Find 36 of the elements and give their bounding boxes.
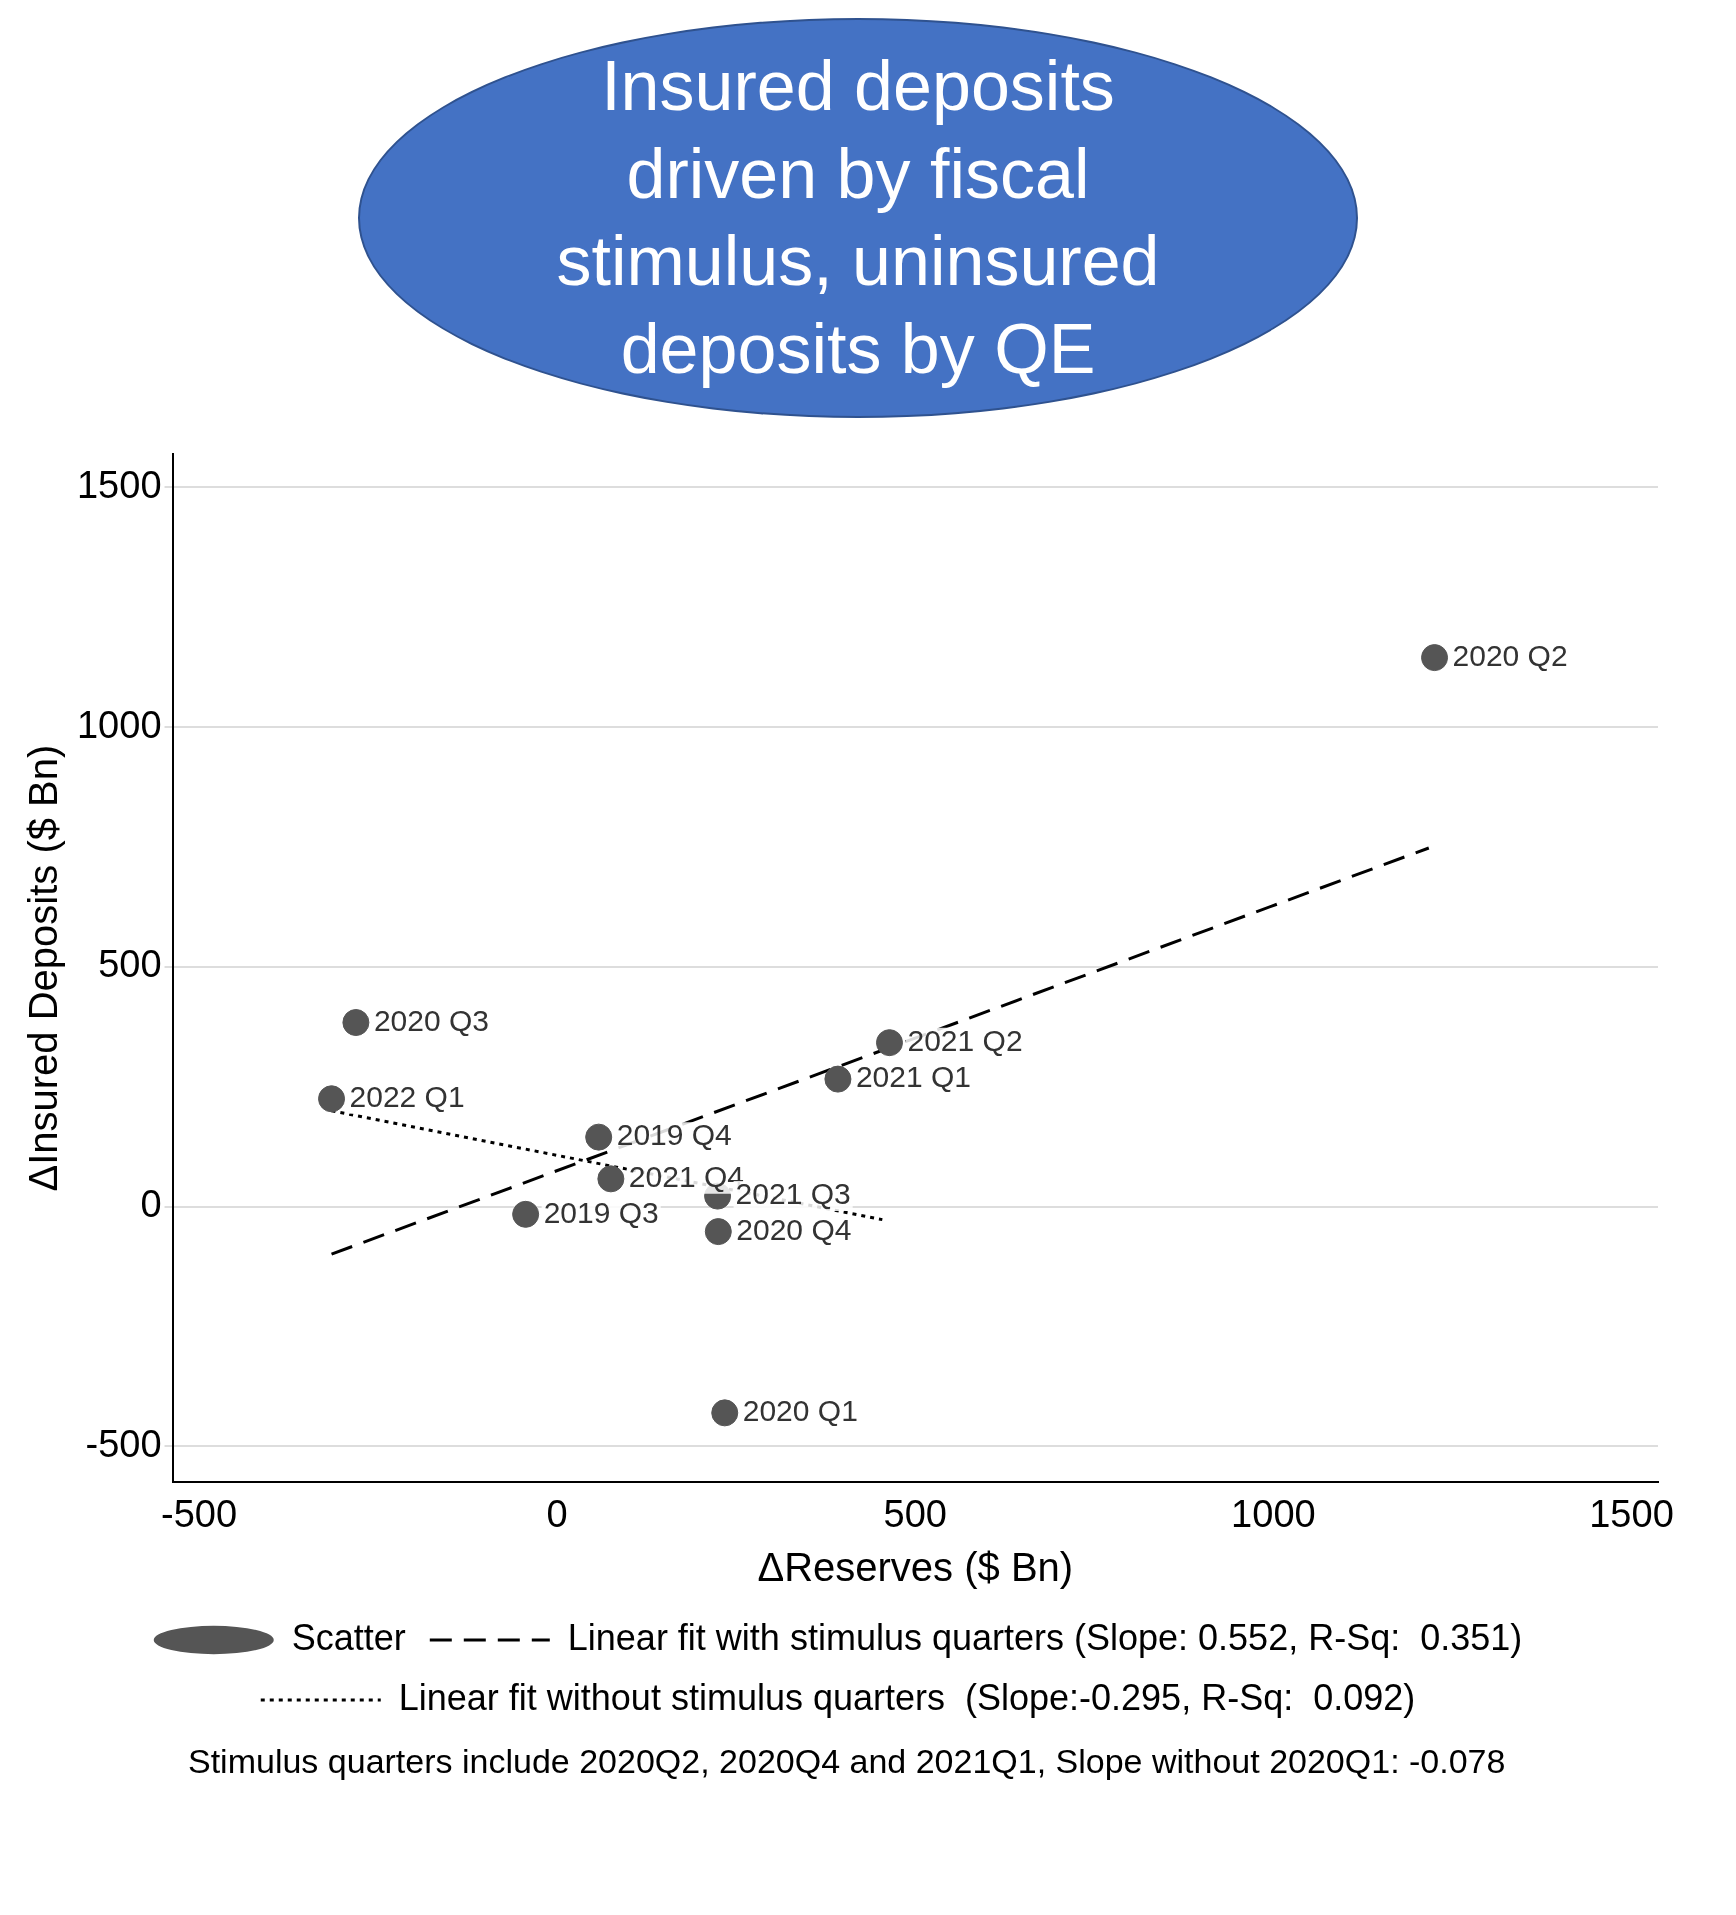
point [875, 1029, 903, 1057]
point [585, 1123, 613, 1151]
x-tick-label: -500 [161, 1492, 238, 1535]
legend-label: Linear fit without stimulus quarters (Slope:-0.295, R-Sq: 0.092) [398, 1676, 1416, 1718]
text: Stimulus quarters include 2020Q2, 2020Q4 and 2021Q1, Slope without 2020Q1: -0.078 [187, 1741, 1507, 1782]
point [1421, 644, 1449, 672]
x-tick-label: 1000 [1231, 1492, 1316, 1535]
data-label: 2021 Q1 [855, 1060, 972, 1094]
y-tick-label: 1000 [76, 703, 162, 746]
data-label: 2020 Q1 [742, 1394, 858, 1428]
data-label: 2020 Q2 [1452, 638, 1568, 672]
y-axis-title: ΔInsured Deposits ($ Bn) [21, 744, 66, 1192]
data-label: 2019 Q3 [543, 1195, 659, 1229]
point [597, 1165, 625, 1193]
point [824, 1065, 852, 1093]
x-tick-label: 1500 [1589, 1492, 1674, 1535]
legend-label: Linear fit with stimulus quarters (Slope: 0.552, R-Sq: 0.351) [567, 1616, 1523, 1658]
x-axis-title: ΔReserves ($ Bn) [757, 1545, 1074, 1590]
data-label: 2022 Q1 [349, 1080, 465, 1114]
y-tick-label: 0 [140, 1183, 162, 1226]
data-label: 2019 Q4 [616, 1118, 732, 1152]
x-tick-label: 500 [883, 1492, 947, 1535]
point [512, 1200, 540, 1228]
point [342, 1009, 370, 1037]
legend-label: Scatter [291, 1616, 406, 1658]
point [318, 1085, 346, 1113]
point [704, 1218, 732, 1246]
x-tick-label: 0 [546, 1492, 568, 1535]
point [711, 1399, 739, 1427]
data-label: 2020 Q4 [736, 1212, 852, 1246]
y-tick-label: -500 [85, 1422, 162, 1465]
data-label: 2020 Q3 [373, 1003, 489, 1037]
y-tick-label: 500 [98, 943, 162, 986]
data-label: 2021 Q2 [907, 1023, 1023, 1057]
y-tick-label: 1500 [76, 463, 162, 506]
ellipse-callout: Insured deposits driven by fiscal stimulus, uninsured deposits by QE [358, 18, 1358, 418]
